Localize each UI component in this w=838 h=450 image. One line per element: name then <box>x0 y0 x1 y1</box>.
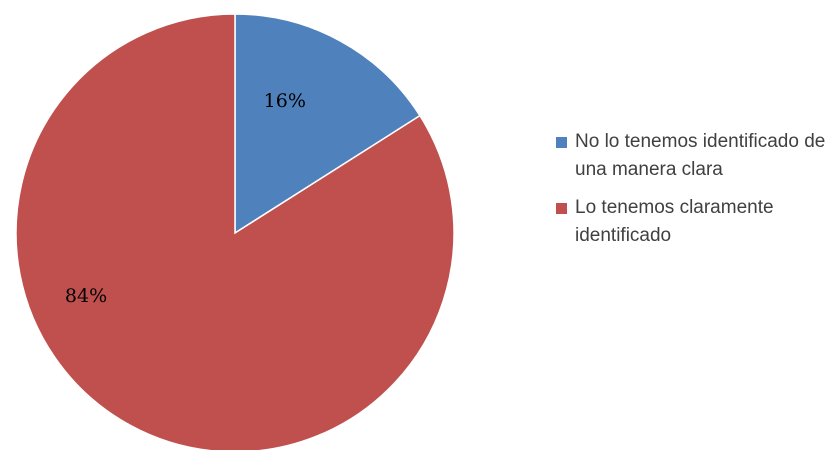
chart-legend: No lo tenemos identificado de una manera… <box>555 128 835 260</box>
slice-data-label-1: 84% <box>65 285 107 307</box>
legend-item-0: No lo tenemos identificado de una manera… <box>555 128 835 184</box>
legend-label-0: No lo tenemos identificado de una manera… <box>575 131 826 180</box>
pie-slice-1 <box>15 13 455 450</box>
slice-data-label-0: 16% <box>264 90 306 112</box>
pie-slice-0 <box>234 13 421 235</box>
legend-item-1: Lo tenemos claramente identificado <box>555 194 835 250</box>
legend-swatch-0 <box>556 137 567 148</box>
legend-swatch-1 <box>556 203 567 214</box>
legend-label-1: Lo tenemos claramente identificado <box>575 197 774 246</box>
